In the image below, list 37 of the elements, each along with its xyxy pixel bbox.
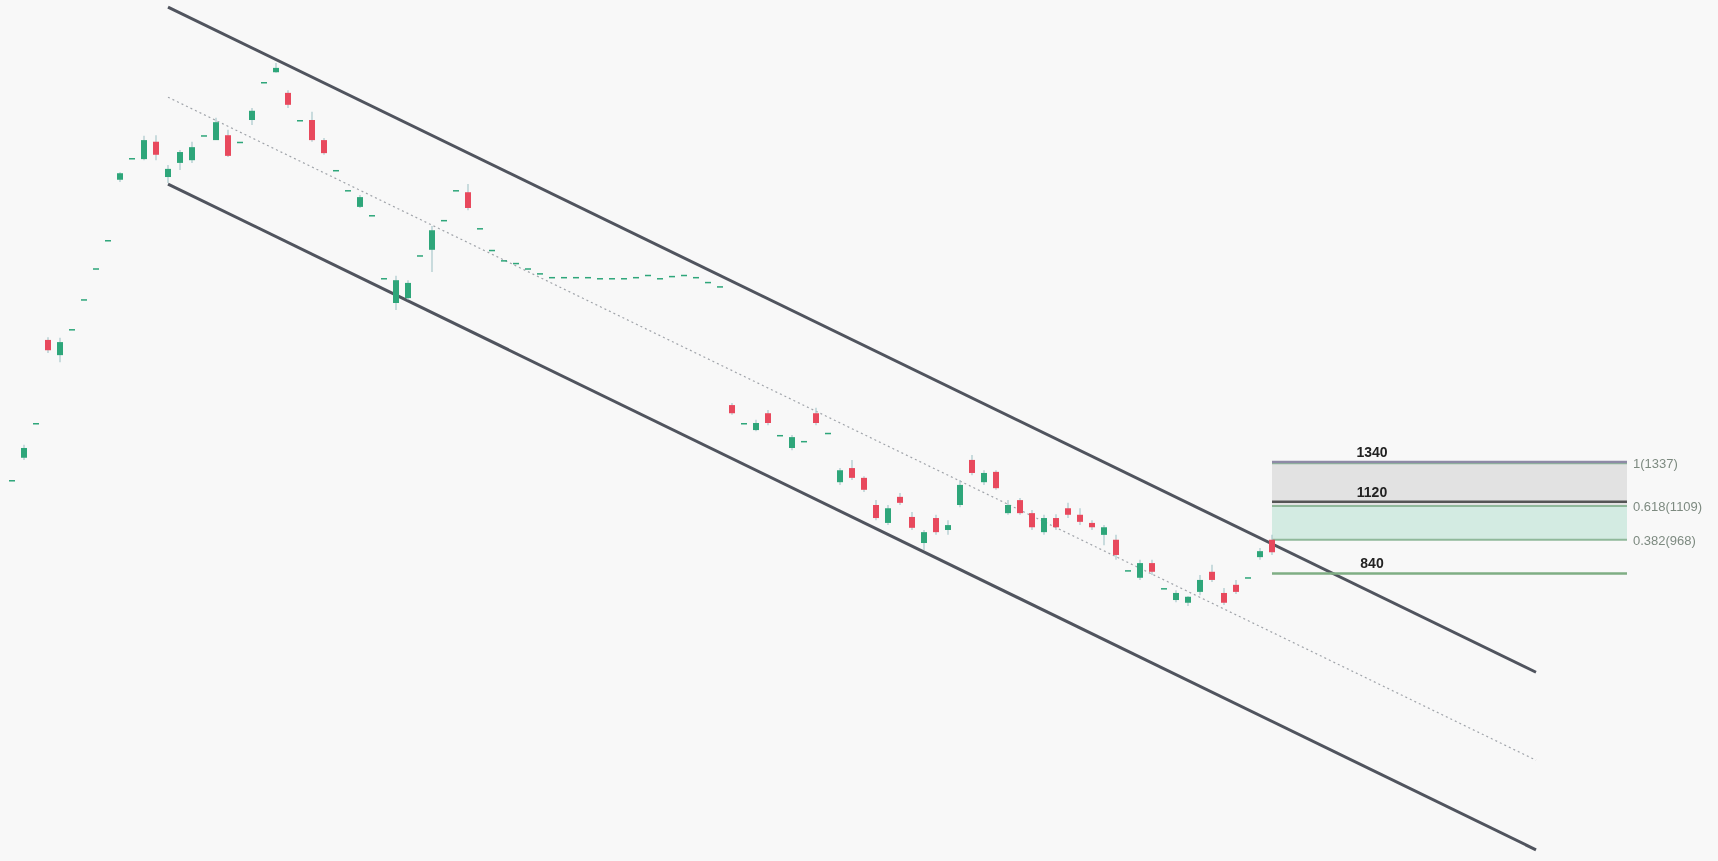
text: 1(1337) — [1633, 456, 1678, 472]
candlestick — [465, 183, 471, 211]
candlestick — [849, 459, 855, 481]
candlestick — [1029, 509, 1035, 531]
candlestick — [873, 499, 879, 521]
candlestick — [165, 164, 171, 184]
candlestick — [1101, 524, 1107, 546]
candlestick — [177, 149, 183, 171]
candlestick — [945, 519, 951, 536]
candlestick — [921, 529, 927, 551]
candlestick — [1077, 507, 1083, 526]
candlestick — [309, 111, 315, 143]
candlestick — [141, 135, 147, 161]
annotation: 1340 — [1356, 444, 1388, 461]
candlestick — [885, 504, 891, 526]
candlestick — [933, 514, 939, 536]
candlestick — [993, 469, 999, 491]
candlestick — [153, 134, 159, 161]
candlestick — [957, 479, 963, 508]
candlestick — [1197, 574, 1203, 596]
text: 0.618(1109) — [1633, 499, 1703, 515]
candlestick — [405, 279, 411, 301]
candlestick — [1269, 534, 1275, 556]
candlestick — [273, 62, 279, 74]
candlestick — [189, 141, 195, 164]
candlestick — [1089, 519, 1095, 531]
candlestick — [1113, 534, 1119, 561]
annotation: 840 — [1360, 555, 1384, 572]
annotation: 1120 — [1356, 483, 1388, 500]
text: 0.382(968) — [1633, 532, 1696, 548]
candlestick — [1041, 514, 1047, 536]
candlestick — [225, 129, 231, 158]
candlestick — [57, 337, 63, 363]
candlestick — [393, 275, 399, 311]
candlestick — [429, 225, 435, 273]
candlestick — [969, 454, 975, 476]
candlestick — [1137, 559, 1143, 581]
